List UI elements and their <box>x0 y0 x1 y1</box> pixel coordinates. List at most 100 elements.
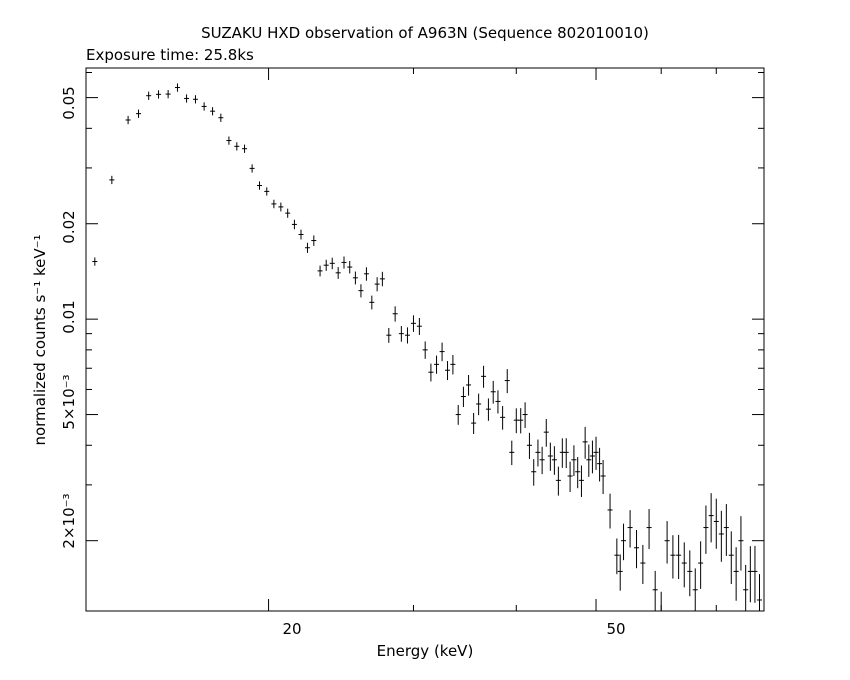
data-point <box>589 440 595 474</box>
data-point <box>165 90 171 99</box>
data-point <box>586 444 592 477</box>
data-point <box>593 436 599 470</box>
y-tick-label-0.02: 0.02 <box>60 210 78 243</box>
data-point <box>285 208 291 218</box>
data-point <box>218 113 224 122</box>
data-point <box>109 175 115 185</box>
data-point <box>713 498 719 549</box>
data-point <box>257 181 263 190</box>
data-point <box>291 219 297 230</box>
data-point <box>146 91 152 100</box>
data-point <box>450 354 456 375</box>
data-point <box>522 402 528 428</box>
data-point <box>614 538 620 575</box>
data-point <box>757 574 763 611</box>
data-point <box>476 393 482 416</box>
data-point <box>634 529 640 569</box>
data-point <box>398 326 404 342</box>
data-point <box>439 342 445 362</box>
x-tick-label-50: 50 <box>606 620 625 638</box>
data-point <box>535 439 541 467</box>
data-point <box>347 260 353 274</box>
data-point <box>563 438 569 469</box>
data-point <box>708 493 714 543</box>
data-point <box>471 412 477 435</box>
data-point <box>374 277 380 292</box>
data-point <box>743 564 749 611</box>
data-point <box>271 199 277 209</box>
data-point <box>264 187 270 196</box>
data-point <box>597 447 603 482</box>
data-point <box>92 257 98 266</box>
data-point <box>728 531 734 585</box>
x-tick-label-20: 20 <box>282 620 301 638</box>
data-point <box>607 493 613 529</box>
data-point <box>495 390 501 414</box>
data-point <box>416 317 422 335</box>
data-point <box>298 229 304 240</box>
data-point <box>600 460 606 495</box>
data-point <box>156 90 162 99</box>
data-point <box>752 545 758 603</box>
data-point <box>278 202 284 212</box>
data-point <box>174 83 180 92</box>
data-point <box>559 438 565 468</box>
data-point <box>723 504 729 556</box>
data-point <box>386 327 392 343</box>
data-points-group <box>92 83 763 612</box>
data-point <box>617 554 623 591</box>
plot-frame-group <box>85 67 765 612</box>
data-point <box>192 95 198 104</box>
data-point <box>329 257 335 270</box>
data-point <box>445 361 451 381</box>
data-point <box>304 242 310 253</box>
data-point <box>698 541 704 589</box>
data-point <box>210 107 216 116</box>
data-point <box>323 259 329 271</box>
data-point <box>664 521 670 564</box>
data-point <box>547 442 553 471</box>
data-point <box>578 465 584 498</box>
data-point <box>485 398 491 421</box>
data-point <box>392 306 398 322</box>
data-point <box>509 440 515 466</box>
data-point <box>460 386 466 408</box>
data-point <box>555 466 561 496</box>
data-point <box>249 164 255 173</box>
data-point <box>341 256 347 269</box>
data-point <box>125 115 131 125</box>
data-point <box>687 550 693 597</box>
data-point <box>379 271 385 287</box>
y-tick-label-0.01: 0.01 <box>60 300 78 333</box>
data-point <box>404 327 410 344</box>
data-point <box>363 267 369 281</box>
data-point <box>513 408 519 434</box>
data-point <box>652 570 658 611</box>
data-point <box>718 510 724 562</box>
data-point <box>582 426 588 459</box>
data-point <box>670 535 676 579</box>
data-point <box>658 591 664 612</box>
plot-area-frame <box>85 67 765 612</box>
chart-title: SUZAKU HXD observation of A963N (Sequenc… <box>201 24 649 42</box>
data-point <box>422 341 428 359</box>
data-point <box>518 408 524 434</box>
data-point <box>311 235 317 246</box>
data-point <box>358 284 364 298</box>
data-point <box>504 369 510 394</box>
data-point <box>646 509 652 549</box>
data-point <box>681 542 687 588</box>
data-point <box>543 418 549 447</box>
x-axis-label: Energy (keV) <box>377 642 474 660</box>
data-point <box>369 295 375 310</box>
data-point <box>455 404 461 425</box>
axis-ticks-group <box>86 68 765 611</box>
data-point <box>738 516 744 571</box>
y-tick-label-0.05: 0.05 <box>60 86 78 119</box>
data-point <box>136 109 142 118</box>
y-axis-label: normalized counts s⁻¹ keV⁻¹ <box>31 234 49 445</box>
data-point <box>466 374 472 396</box>
data-point <box>621 523 627 561</box>
y-tick-label-5e-3: 5×10⁻³ <box>60 374 78 429</box>
